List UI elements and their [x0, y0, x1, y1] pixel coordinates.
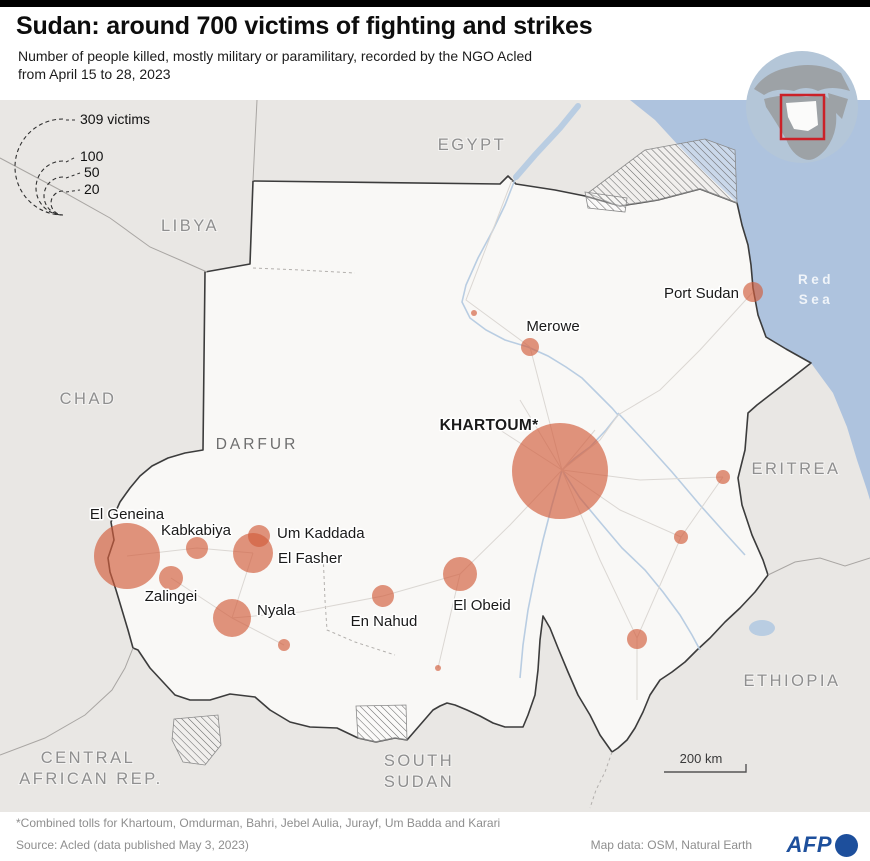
globe-locator-inset	[746, 51, 858, 163]
legend-leader-line	[65, 189, 81, 193]
country-label-ethiopia: ETHIOPIA	[743, 672, 840, 690]
city-circle-khartoum	[512, 423, 608, 519]
atbara-river	[617, 412, 746, 556]
legend-label-309: 309 victims	[80, 111, 150, 127]
city-circle	[674, 530, 688, 544]
country-label-libya: LIBYA	[161, 217, 219, 235]
city-label-nyala: Nyala	[257, 602, 296, 619]
globe-landmasses	[754, 65, 850, 160]
header: Sudan: around 700 victims of fighting an…	[16, 12, 736, 83]
country-label-eritrea: ERITREA	[751, 460, 840, 478]
chad-car-border	[0, 647, 134, 756]
scale-bar: 200 km	[664, 751, 747, 773]
region-label-darfur: DARFUR	[216, 436, 299, 453]
globe-sudan-shape	[786, 101, 818, 131]
subtitle-line-2: from April 15 to 28, 2023	[18, 66, 171, 82]
city-label-el-geneina: El Geneina	[90, 506, 165, 523]
city-label-el-fasher: El Fasher	[278, 550, 342, 567]
globe-highlight-box	[779, 93, 826, 141]
page-title: Sudan: around 700 victims of fighting an…	[16, 12, 593, 40]
city-circle	[627, 629, 647, 649]
lake-tana	[749, 620, 775, 636]
legend-circle-100	[35, 160, 64, 216]
city-label-en-nahud: En Nahud	[351, 613, 418, 630]
city-circle-merowe	[521, 338, 539, 356]
map-data-credit: Map data: OSM, Natural Earth	[590, 838, 752, 852]
city-label-zalingei: Zalingei	[145, 588, 198, 605]
country-labels: EGYPT LIBYA CHAD ERITREA ETHIOPIA CENTRAL AFRI…	[18, 135, 840, 792]
abyei-hatch	[355, 704, 408, 743]
lake-nasser	[513, 103, 581, 180]
city-circle-el-obeid	[443, 557, 477, 591]
bir-tawil-hatch	[584, 191, 628, 213]
city-circle	[435, 665, 441, 671]
legend-leader-line	[65, 172, 81, 179]
city-label-khartoum: KHARTOUM*	[440, 417, 540, 434]
city-circle-el-geneina	[94, 523, 160, 589]
legend-circle-309	[14, 118, 64, 216]
afp-logo-dot	[835, 833, 858, 857]
city-circle-kabkabiya	[186, 537, 208, 559]
city-circle	[716, 470, 730, 484]
victim-circles	[94, 282, 763, 671]
south-sudan-ethiopia-border	[589, 751, 613, 809]
city-circle-port-sudan	[743, 282, 763, 302]
country-label-african-rep: AFRICAN REP.	[19, 770, 162, 788]
city-circle-zalingei	[159, 566, 183, 590]
egypt-libya-border	[252, 100, 258, 182]
city-label-um-kaddada: Um Kaddada	[277, 525, 365, 542]
city-label-merowe: Merowe	[526, 318, 579, 335]
city-circle-en-nahud	[372, 585, 394, 607]
top-black-bar	[0, 0, 870, 7]
legend-label-100: 100	[80, 148, 104, 164]
afp-logo-text: AFP	[786, 832, 832, 857]
footnote: *Combined tolls for Khartoum, Omdurman, …	[16, 816, 501, 830]
sudan-map: EGYPT LIBYA CHAD ERITREA ETHIOPIA CENTRAL AFRI…	[0, 100, 870, 812]
nile-river	[461, 176, 620, 471]
darfur-kordofan-boundary	[322, 551, 396, 656]
city-circle-um-kaddada	[248, 525, 270, 547]
country-label-south: SOUTH	[384, 752, 454, 770]
eritrea-ethiopia-border	[767, 557, 870, 576]
city-circle	[278, 639, 290, 651]
legend-label-50: 50	[84, 164, 100, 180]
country-label-central: CENTRAL	[41, 749, 136, 767]
legend-leader-line	[65, 156, 77, 163]
sea-label-sea: Sea	[799, 292, 834, 307]
legend-label-20: 20	[84, 181, 100, 197]
halaib-triangle-hatch	[587, 138, 738, 207]
country-label-sudan: SUDAN	[384, 773, 454, 791]
afp-logo: AFP	[786, 832, 858, 858]
disputed-areas	[171, 138, 738, 766]
scale-bar-label: 200 km	[680, 751, 723, 766]
libya-chad-border	[0, 157, 208, 273]
scale-bar-line	[664, 764, 747, 773]
city-circle-nyala	[213, 599, 251, 637]
kafia-kingi-hatch	[171, 714, 222, 766]
country-label-egypt: EGYPT	[438, 136, 506, 154]
city-label-el-obeid: El Obeid	[453, 597, 511, 614]
sea-label-red: Red	[798, 272, 834, 287]
legend-circle-50	[43, 176, 64, 216]
city-circle	[471, 310, 477, 316]
red-sea	[630, 100, 870, 500]
source-credit: Source: Acled (data published May 3, 202…	[16, 838, 249, 852]
city-labels: KHARTOUM* Port Sudan Merowe El GeneinaKabka…	[88, 284, 740, 632]
sudan-outline	[107, 175, 812, 753]
city-label-port-sudan: Port Sudan	[664, 285, 739, 302]
footer: *Combined tolls for Khartoum, Omdurman, …	[0, 812, 870, 861]
city-label-kabkabiya: Kabkabiya	[161, 522, 232, 539]
subtitle-line-1: Number of people killed, mostly military…	[18, 48, 533, 64]
country-label-chad: CHAD	[60, 390, 117, 408]
